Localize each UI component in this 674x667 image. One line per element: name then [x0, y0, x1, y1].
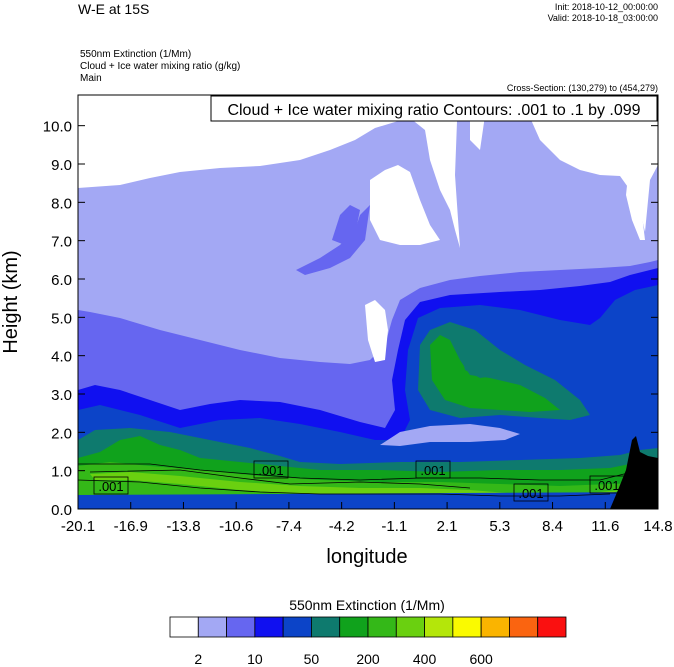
x-tick-label: -1.1 [381, 518, 407, 535]
y-tick-label: 8.0 [51, 195, 72, 212]
white-pocket-middle [365, 300, 388, 362]
heatmap-field [78, 95, 658, 509]
x-tick-label: 8.4 [542, 518, 563, 535]
field-main-label: Main [80, 73, 102, 84]
extinction-teal-inner [460, 345, 500, 378]
colorbar-label: 200 [356, 651, 380, 667]
y-axis: 0.0 1.0 2.0 3.0 4.0 5.0 6.0 7.0 8.0 9.0 10.0 [43, 119, 658, 519]
contour-label-box [513, 483, 549, 502]
y-tick-label: 2.0 [51, 425, 72, 442]
y-tick-label: 4.0 [51, 349, 72, 366]
x-tick-label: -10.6 [219, 518, 253, 535]
colorbar-swatch [169, 616, 199, 638]
contour-label-box [93, 476, 129, 495]
x-tick-label: 5.3 [489, 518, 510, 535]
x-tick-label: -4.2 [329, 518, 355, 535]
colorbar-swatch [509, 616, 539, 638]
colorbar [169, 616, 567, 638]
y-tick-label: 10.0 [43, 119, 72, 136]
y-tick-label: 7.0 [51, 234, 72, 251]
extinction-lavender-strip [380, 424, 520, 446]
colorbar-label: 10 [247, 651, 263, 667]
colorbar-label: 600 [469, 651, 493, 667]
plot-frame [77, 94, 659, 510]
contour-label: .001 [420, 463, 445, 478]
x-axis-label: longitude [326, 546, 407, 568]
extinction-medium-blue-top [332, 205, 360, 245]
init-time: Init: 2018-10-12_00:00:00 [554, 2, 658, 12]
contour-info-box [210, 95, 658, 122]
colorbar-swatch [395, 616, 425, 638]
mixing-ratio-contour-line-top [89, 469, 471, 489]
white-gap-right [626, 176, 645, 240]
colorbar-swatch [367, 616, 397, 638]
x-tick-label: -7.4 [276, 518, 302, 535]
y-tick-label: 3.0 [51, 387, 72, 404]
contour-label: .001 [258, 463, 283, 478]
y-tick-label: 0.0 [51, 502, 72, 519]
extinction-green-patch-right [430, 335, 560, 412]
contour-label: .001 [98, 479, 123, 494]
y-tick-label: 1.0 [51, 464, 72, 481]
colorbar-label: 50 [304, 651, 320, 667]
contour-labels: .001 .001 .001 .001 .001 [93, 460, 625, 502]
contour-label-box [415, 460, 451, 479]
contour-info-text: Cloud + Ice water mixing ratio Contours:… [227, 102, 640, 119]
x-tick-label: -20.1 [61, 518, 95, 535]
x-tick-label: 2.1 [437, 518, 458, 535]
colorbar-swatch [424, 616, 454, 638]
colorbar-label: 2 [194, 651, 202, 667]
y-tick-label: 6.0 [51, 272, 72, 289]
colorbar-labels: 2 10 50 200 400 600 [194, 651, 493, 667]
field-mixing-ratio-label: Cloud + Ice water mixing ratio (g/kg) [80, 61, 241, 72]
colorbar-swatch [311, 616, 341, 638]
y-tick-label: 5.0 [51, 310, 72, 327]
cross-section-label: Cross-Section: (130,279) to (454,279) [506, 83, 658, 93]
x-tick-label: 11.6 [591, 518, 619, 535]
field-extinction-label: 550nm Extinction (1/Mm) [80, 49, 192, 60]
contour-label-box [589, 475, 625, 494]
valid-time: Valid: 2018-10-18_03:00:00 [547, 13, 658, 23]
extinction-medium-blue-upper [296, 205, 370, 275]
contour-label: .001 [518, 486, 543, 501]
colorbar-swatch [537, 616, 567, 638]
contour-label-box [253, 460, 289, 479]
x-tick-label: -16.9 [114, 518, 148, 535]
x-tick-label: -13.8 [166, 518, 200, 535]
y-tick-label: 9.0 [51, 157, 72, 174]
y-axis-label: Height (km) [0, 250, 22, 353]
terrain-mountain [610, 436, 658, 509]
colorbar-swatch [282, 616, 312, 638]
colorbar-swatch [197, 616, 227, 638]
x-axis: -20.1 -16.9 -13.8 -10.6 -7.4 -4.2 -1.1 2.1 5.3 8.… [61, 502, 673, 535]
contour-label: .001 [594, 478, 619, 493]
plot-title: W-E at 15S [78, 1, 150, 17]
white-gap-upper [370, 165, 440, 245]
colorbar-swatch [452, 616, 482, 638]
colorbar-swatch [339, 616, 369, 638]
x-tick-label: 14.8 [643, 518, 672, 535]
colorbar-swatch [254, 616, 284, 638]
mixing-ratio-contour-line [78, 463, 641, 481]
colorbar-title: 550nm Extinction (1/Mm) [289, 597, 445, 613]
mixing-ratio-contour-line-lower [78, 479, 611, 497]
colorbar-swatch [226, 616, 256, 638]
colorbar-label: 400 [413, 651, 437, 667]
colorbar-swatch [480, 616, 510, 638]
